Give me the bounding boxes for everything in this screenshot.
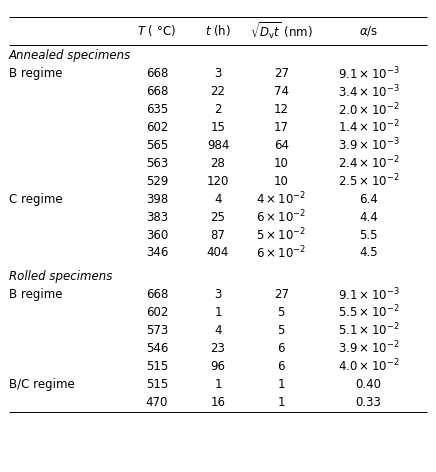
Text: 74: 74 <box>274 85 289 98</box>
Text: $\sqrt{D_{\mathrm{v}}t}$ (nm): $\sqrt{D_{\mathrm{v}}t}$ (nm) <box>250 20 313 41</box>
Text: 4.5: 4.5 <box>359 246 378 260</box>
Text: $t$ (h): $t$ (h) <box>205 23 231 38</box>
Text: 1: 1 <box>277 396 285 409</box>
Text: $T$ ( °C): $T$ ( °C) <box>137 23 177 38</box>
Text: 470: 470 <box>146 396 168 409</box>
Text: 346: 346 <box>146 246 168 260</box>
Text: 546: 546 <box>146 342 168 355</box>
Text: $5\times10^{-2}$: $5\times10^{-2}$ <box>256 227 307 244</box>
Text: $2.5\times10^{-2}$: $2.5\times10^{-2}$ <box>337 173 399 190</box>
Text: 635: 635 <box>146 103 168 116</box>
Text: 64: 64 <box>274 139 289 152</box>
Text: 0.33: 0.33 <box>355 396 382 409</box>
Text: 1: 1 <box>214 306 222 319</box>
Text: 12: 12 <box>274 103 289 116</box>
Text: $4\times10^{-2}$: $4\times10^{-2}$ <box>256 191 307 208</box>
Text: 668: 668 <box>146 85 168 98</box>
Text: $2.0\times10^{-2}$: $2.0\times10^{-2}$ <box>337 101 399 118</box>
Text: 96: 96 <box>211 360 225 373</box>
Text: 17: 17 <box>274 121 289 134</box>
Text: B/C regime: B/C regime <box>9 378 75 391</box>
Text: $1.4\times10^{-2}$: $1.4\times10^{-2}$ <box>337 119 399 136</box>
Text: $6\times10^{-2}$: $6\times10^{-2}$ <box>256 244 307 261</box>
Text: Rolled specimens: Rolled specimens <box>9 270 112 283</box>
Text: 515: 515 <box>146 378 168 391</box>
Text: $9.1\times10^{-3}$: $9.1\times10^{-3}$ <box>337 65 399 82</box>
Text: B regime: B regime <box>9 288 62 301</box>
Text: 5: 5 <box>278 324 285 337</box>
Text: 10: 10 <box>274 175 289 188</box>
Text: $3.9\times10^{-2}$: $3.9\times10^{-2}$ <box>337 340 399 357</box>
Text: 5: 5 <box>278 306 285 319</box>
Text: 5.5: 5.5 <box>359 228 378 242</box>
Text: 529: 529 <box>146 175 168 188</box>
Text: 602: 602 <box>146 306 168 319</box>
Text: 6: 6 <box>277 360 285 373</box>
Text: 383: 383 <box>146 211 168 224</box>
Text: 573: 573 <box>146 324 168 337</box>
Text: 602: 602 <box>146 121 168 134</box>
Text: 360: 360 <box>146 228 168 242</box>
Text: 565: 565 <box>146 139 168 152</box>
Text: 27: 27 <box>274 288 289 301</box>
Text: 2: 2 <box>214 103 222 116</box>
Text: $5.5\times10^{-2}$: $5.5\times10^{-2}$ <box>337 304 399 321</box>
Text: 22: 22 <box>211 85 225 98</box>
Text: 0.40: 0.40 <box>355 378 382 391</box>
Text: 984: 984 <box>207 139 229 152</box>
Text: $3.9\times10^{-3}$: $3.9\times10^{-3}$ <box>337 137 399 154</box>
Text: 120: 120 <box>207 175 229 188</box>
Text: 6.4: 6.4 <box>359 193 378 206</box>
Text: 6: 6 <box>277 342 285 355</box>
Text: $6\times10^{-2}$: $6\times10^{-2}$ <box>256 209 307 226</box>
Text: $5.1\times10^{-2}$: $5.1\times10^{-2}$ <box>337 322 399 339</box>
Text: 404: 404 <box>207 246 229 260</box>
Text: $3.4\times10^{-3}$: $3.4\times10^{-3}$ <box>337 83 399 100</box>
Text: 23: 23 <box>211 342 225 355</box>
Text: Annealed specimens: Annealed specimens <box>9 49 131 62</box>
Text: C regime: C regime <box>9 193 62 206</box>
Text: 4.4: 4.4 <box>359 211 378 224</box>
Text: 4: 4 <box>214 193 222 206</box>
Text: 25: 25 <box>211 211 225 224</box>
Text: 1: 1 <box>277 378 285 391</box>
Text: 16: 16 <box>211 396 225 409</box>
Text: 27: 27 <box>274 67 289 80</box>
Text: 10: 10 <box>274 157 289 170</box>
Text: 668: 668 <box>146 288 168 301</box>
Text: 3: 3 <box>215 67 221 80</box>
Text: $4.0\times10^{-2}$: $4.0\times10^{-2}$ <box>337 358 399 375</box>
Text: 563: 563 <box>146 157 168 170</box>
Text: $2.4\times10^{-2}$: $2.4\times10^{-2}$ <box>337 155 399 172</box>
Text: 15: 15 <box>211 121 225 134</box>
Text: 87: 87 <box>211 228 225 242</box>
Text: 1: 1 <box>214 378 222 391</box>
Text: $\alpha$/s: $\alpha$/s <box>359 24 378 38</box>
Text: 28: 28 <box>211 157 225 170</box>
Text: 398: 398 <box>146 193 168 206</box>
Text: $9.1\times10^{-3}$: $9.1\times10^{-3}$ <box>337 286 399 303</box>
Text: 668: 668 <box>146 67 168 80</box>
Text: 515: 515 <box>146 360 168 373</box>
Text: 4: 4 <box>214 324 222 337</box>
Text: 3: 3 <box>215 288 221 301</box>
Text: B regime: B regime <box>9 67 62 80</box>
